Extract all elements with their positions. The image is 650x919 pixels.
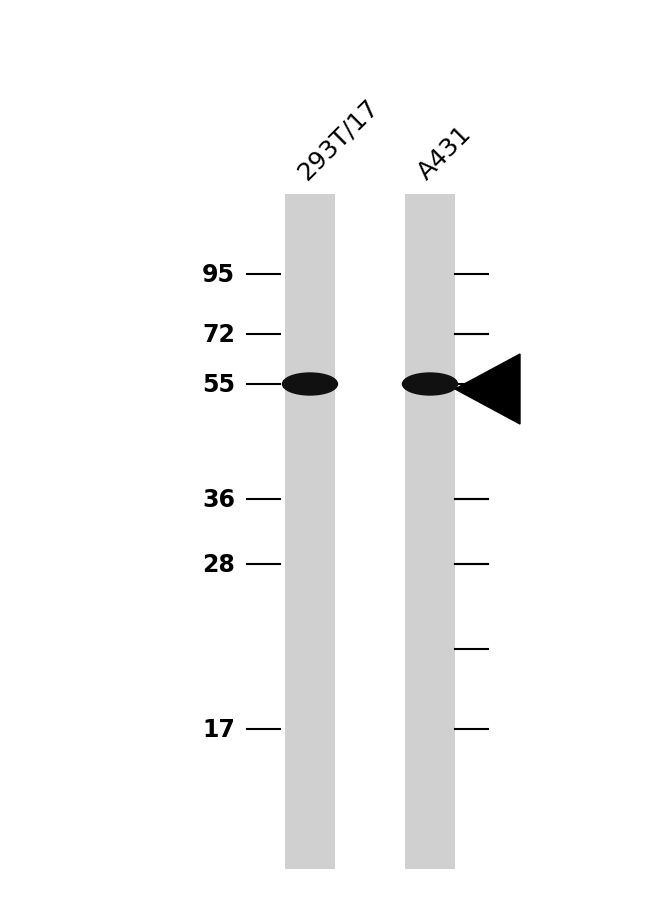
- Text: 72: 72: [202, 323, 235, 346]
- Ellipse shape: [402, 374, 458, 395]
- Text: 36: 36: [202, 487, 235, 512]
- Text: 55: 55: [202, 372, 235, 397]
- Bar: [405, 195, 455, 869]
- Polygon shape: [455, 355, 520, 425]
- Text: A431: A431: [413, 122, 476, 185]
- Bar: [285, 195, 335, 869]
- Ellipse shape: [283, 374, 337, 395]
- Text: 95: 95: [202, 263, 235, 287]
- Text: 28: 28: [202, 552, 235, 576]
- Text: 293T/17: 293T/17: [293, 95, 383, 185]
- Text: 17: 17: [202, 717, 235, 742]
